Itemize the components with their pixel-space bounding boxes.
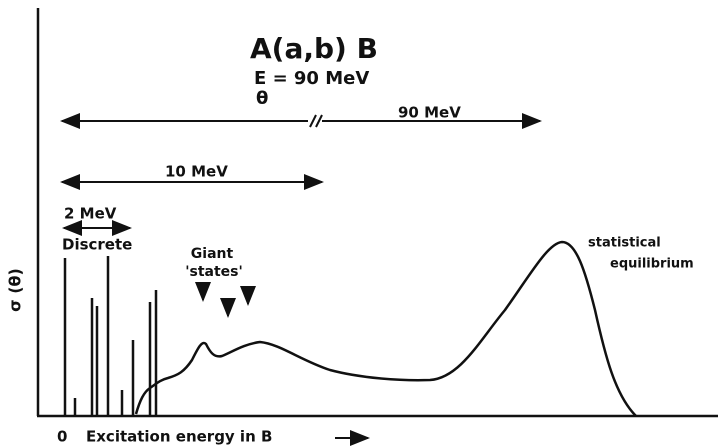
statistical-label: statistical (588, 236, 661, 251)
x-axis-label: Excitation energy in B (86, 428, 272, 446)
energy-label: E = 90 MeV (254, 68, 369, 89)
states-label: 'states' (185, 264, 243, 280)
y-axis-label: σ (θ) (6, 268, 25, 312)
discrete-lines (63, 256, 158, 416)
angle-label: θ (256, 88, 268, 109)
range-label: 2 MeV (64, 205, 117, 223)
origin-label: 0 (57, 428, 67, 446)
reaction-title: A(a,b) B (250, 32, 378, 65)
range-label: 90 MeV (398, 104, 461, 122)
range-label: 10 MeV (165, 163, 228, 181)
spectrum-curve (134, 240, 637, 417)
giant-label: Giant (191, 246, 234, 262)
equilibrium-label: equilibrium (610, 257, 694, 272)
axis-break (309, 114, 323, 128)
discrete-label: Discrete (62, 236, 132, 254)
